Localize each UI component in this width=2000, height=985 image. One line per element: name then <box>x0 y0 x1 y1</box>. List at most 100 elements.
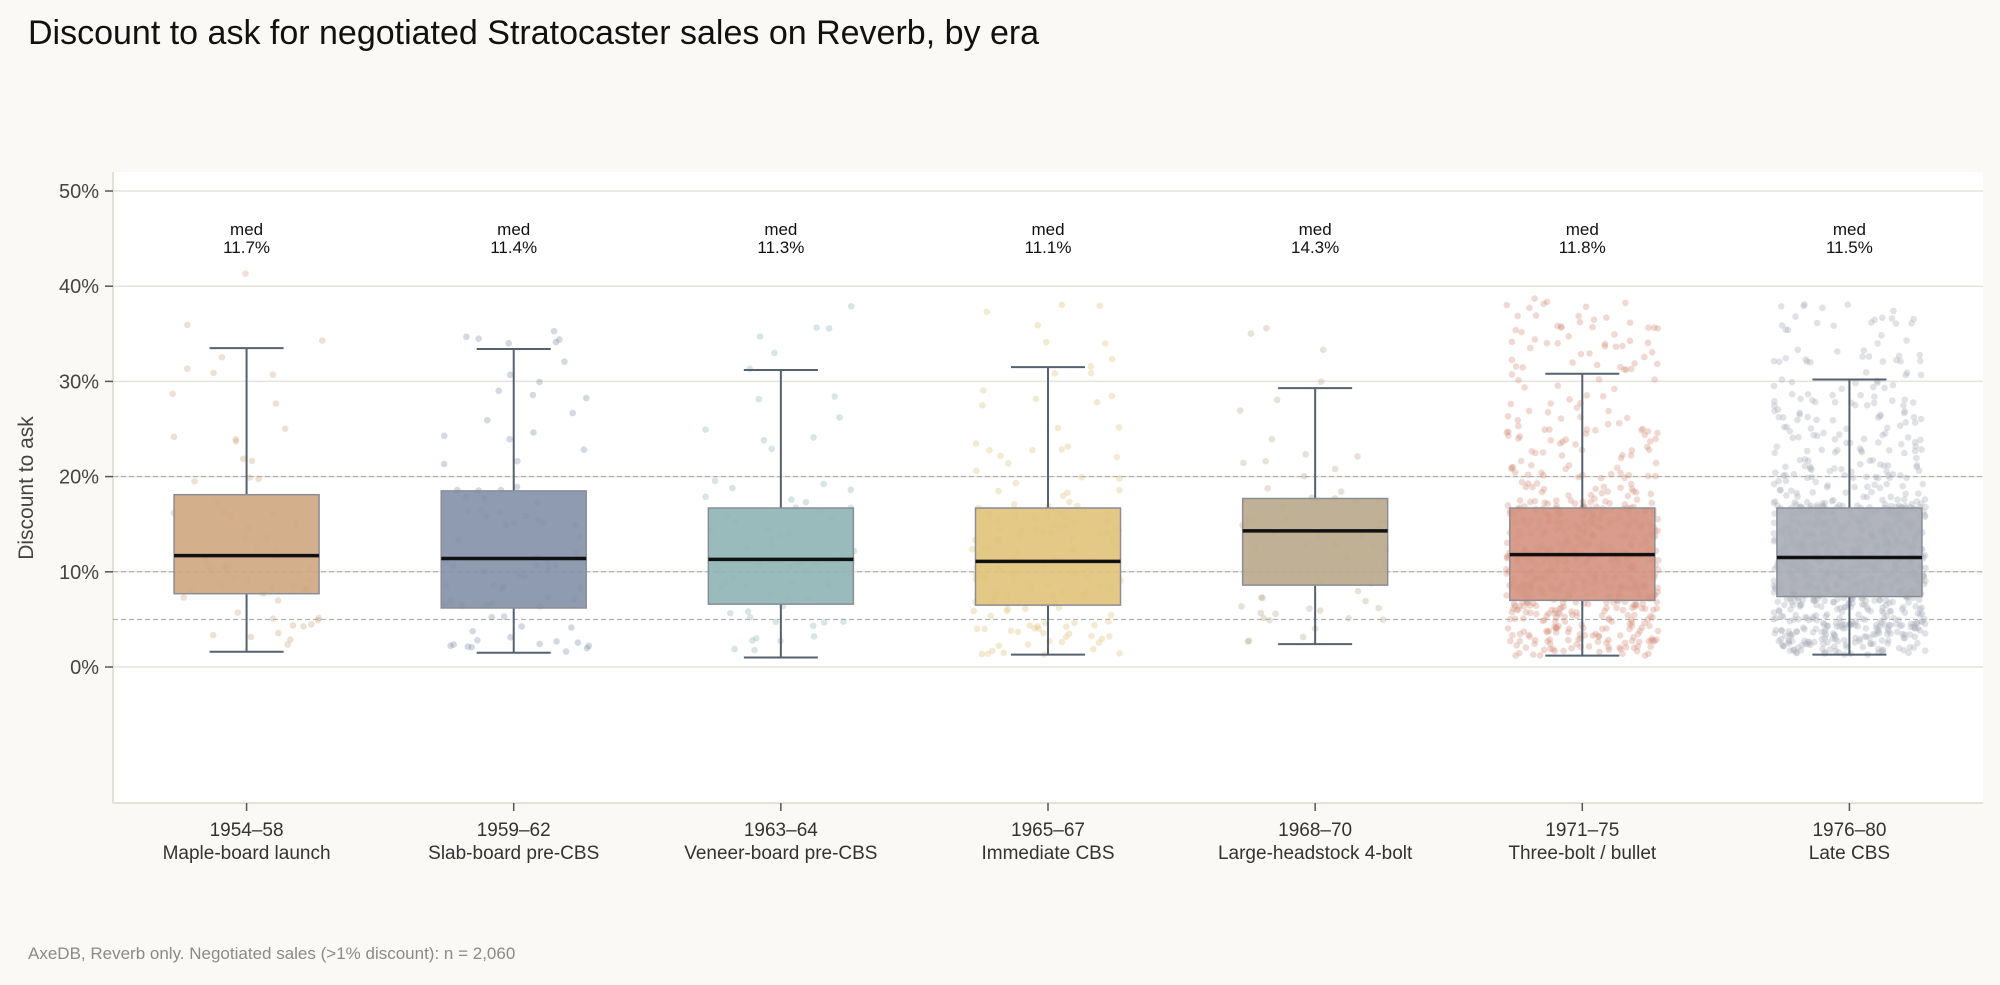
jitter-point <box>1829 417 1837 424</box>
jitter-point <box>1556 610 1564 617</box>
jitter-point <box>1813 319 1821 327</box>
jitter-point <box>1890 307 1897 315</box>
jitter-point <box>1507 637 1514 645</box>
jitter-point <box>1515 606 1522 613</box>
jitter-point <box>755 395 763 403</box>
jitter-point <box>1789 601 1797 609</box>
jitter-point <box>1603 625 1610 632</box>
jitter-point <box>1771 397 1778 405</box>
jitter-point <box>1782 354 1789 362</box>
jitter-point <box>1568 644 1575 652</box>
jitter-point <box>1804 638 1812 646</box>
jitter-point <box>1902 419 1909 426</box>
median-label-prefix: med <box>764 220 797 239</box>
jitter-point <box>1770 582 1778 590</box>
jitter-point <box>1905 599 1912 606</box>
jitter-point <box>1639 600 1647 608</box>
jitter-point <box>1646 622 1653 630</box>
jitter-point <box>760 437 768 444</box>
jitter-point <box>1504 625 1512 632</box>
jitter-point <box>234 609 242 616</box>
jitter-point <box>1770 357 1778 365</box>
jitter-point <box>1876 484 1884 492</box>
jitter-point <box>1503 570 1510 577</box>
jitter-point <box>1821 634 1829 641</box>
jitter-point <box>1514 416 1521 424</box>
jitter-point <box>247 633 255 641</box>
jitter-point <box>1894 496 1901 503</box>
jitter-point <box>1631 360 1638 367</box>
jitter-point <box>1522 644 1530 651</box>
jitter-point <box>440 460 448 468</box>
jitter-point <box>1792 313 1799 320</box>
y-tick-label: 40% <box>59 276 99 298</box>
jitter-point <box>1922 564 1929 572</box>
jitter-point <box>1849 619 1857 627</box>
jitter-point <box>469 627 477 635</box>
jitter-point <box>1897 622 1904 630</box>
jitter-point <box>1641 605 1649 613</box>
median-label-prefix: med <box>230 220 263 239</box>
jitter-point <box>1782 463 1789 471</box>
jitter-point <box>1059 492 1067 500</box>
jitter-point <box>1598 625 1606 633</box>
jitter-point <box>440 432 448 440</box>
jitter-point <box>1792 501 1800 508</box>
jitter-point <box>1867 640 1874 648</box>
jitter-point <box>1599 392 1607 400</box>
jitter-point <box>1531 336 1539 343</box>
jitter-point <box>1860 347 1868 354</box>
jitter-point <box>726 609 734 617</box>
jitter-point <box>1860 493 1867 501</box>
jitter-point <box>1108 355 1116 363</box>
jitter-point <box>1878 607 1886 615</box>
x-tick-era: 1976–80 <box>1812 820 1886 841</box>
jitter-point <box>1793 489 1800 497</box>
jitter-point <box>1830 598 1837 606</box>
jitter-point <box>1842 621 1849 628</box>
jitter-point <box>1273 396 1281 404</box>
y-axis-label: Discount to ask <box>15 416 38 560</box>
jitter-point <box>1544 408 1552 416</box>
jitter-point <box>1874 340 1881 347</box>
jitter-point <box>1871 316 1878 324</box>
jitter-point <box>1876 596 1884 604</box>
jitter-point <box>1830 322 1838 329</box>
jitter-point <box>1587 491 1595 499</box>
x-tick-name: Three-bolt / bullet <box>1508 843 1657 864</box>
jitter-point <box>1510 600 1518 607</box>
jitter-point <box>1881 384 1888 392</box>
jitter-point <box>1914 610 1922 617</box>
jitter-point <box>180 594 188 601</box>
jitter-point <box>1901 496 1908 503</box>
jitter-point <box>1839 621 1846 628</box>
jitter-point <box>1617 469 1624 477</box>
jitter-point <box>1595 376 1603 383</box>
jitter-point <box>1899 630 1906 638</box>
jitter-point <box>1547 437 1555 444</box>
jitter-point <box>1867 607 1874 615</box>
jitter-point <box>1778 322 1786 329</box>
jitter-point <box>1788 637 1796 645</box>
jitter-point <box>1918 446 1925 453</box>
jitter-point <box>1803 447 1811 455</box>
jitter-point <box>1554 610 1562 617</box>
jitter-point <box>1541 499 1548 506</box>
jitter-point <box>1813 432 1821 440</box>
jitter-point <box>840 618 847 625</box>
jitter-point <box>1508 464 1516 471</box>
jitter-point <box>1876 623 1883 630</box>
jitter-point <box>1520 615 1527 622</box>
jitter-point <box>1874 628 1882 636</box>
jitter-point <box>1605 646 1613 654</box>
jitter-point <box>1236 407 1244 414</box>
jitter-point <box>1562 436 1570 444</box>
jitter-point <box>1565 462 1573 469</box>
jitter-point <box>289 622 297 629</box>
jitter-point <box>1565 333 1572 340</box>
jitter-point <box>1900 634 1907 642</box>
jitter-point <box>1858 601 1866 608</box>
jitter-point <box>232 435 240 443</box>
jitter-point <box>1866 457 1874 464</box>
jitter-point <box>1623 414 1631 422</box>
